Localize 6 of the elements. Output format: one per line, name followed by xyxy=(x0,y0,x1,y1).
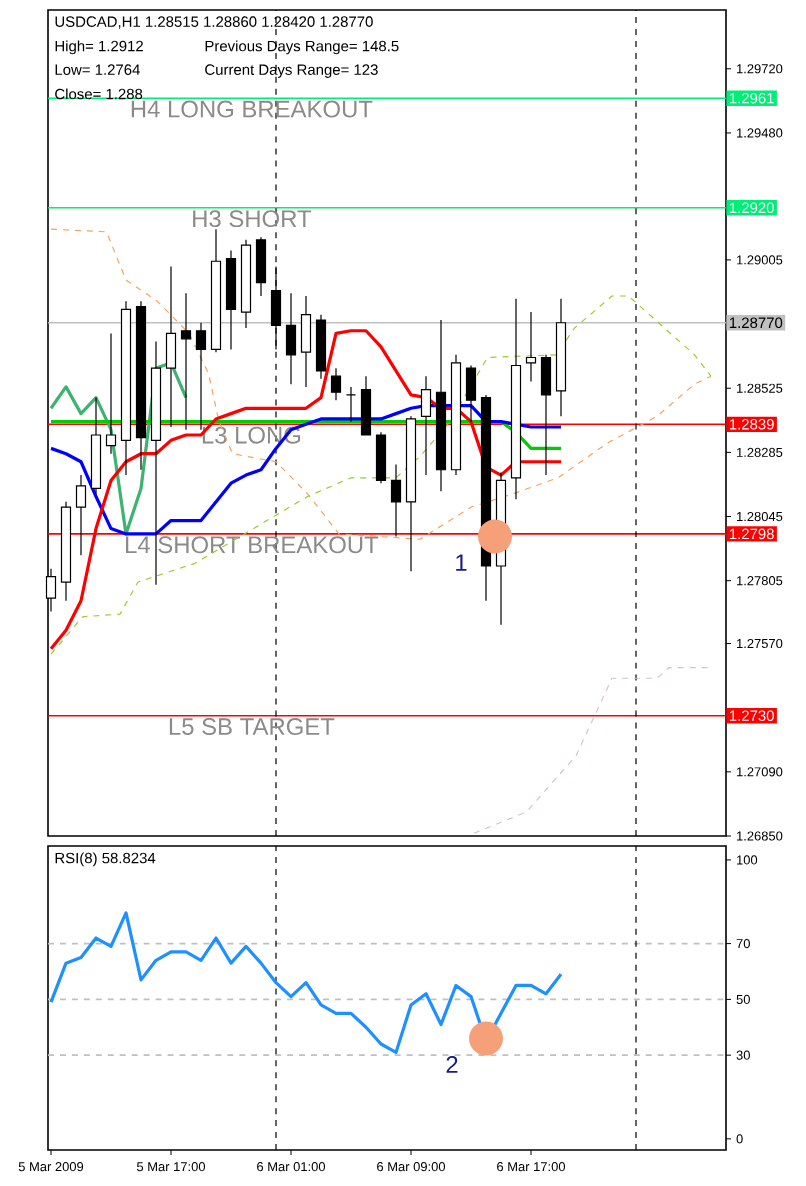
annotation: 1 xyxy=(456,554,467,571)
ref-line-label: H3 SHORT xyxy=(193,210,312,228)
ref-line-label: H4 LONG BREAKOUT xyxy=(131,100,373,118)
ref-line-label: L5 SB TARGET xyxy=(169,718,335,736)
ref-line-label: L4 SHORT BREAKOUT xyxy=(126,536,379,554)
annotation: 2 xyxy=(446,1056,458,1073)
